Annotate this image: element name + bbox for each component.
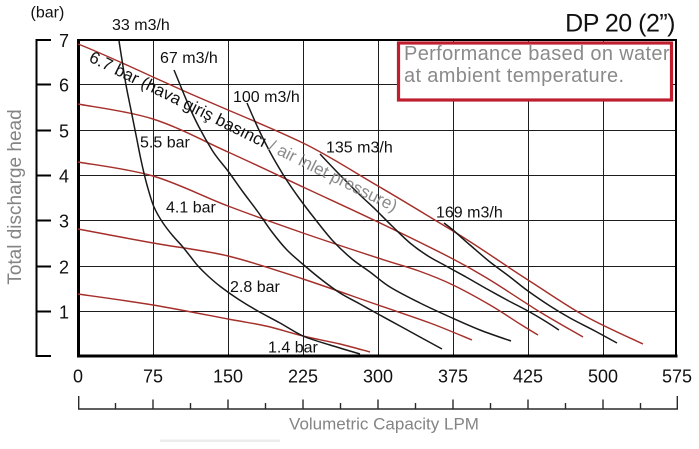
svg-text:135 m3/h: 135 m3/h: [326, 140, 393, 157]
svg-text:2.8 bar: 2.8 bar: [230, 279, 280, 296]
svg-text:6: 6: [59, 75, 69, 95]
svg-text:Total discharge head: Total discharge head: [5, 109, 26, 284]
svg-text:Performance based on water: Performance based on water: [404, 43, 670, 65]
svg-text:150: 150: [213, 367, 243, 387]
svg-text:4.1 bar: 4.1 bar: [166, 200, 216, 217]
svg-text:7: 7: [59, 31, 69, 51]
svg-text:1: 1: [59, 302, 69, 322]
svg-text:375: 375: [438, 367, 468, 387]
svg-text:4: 4: [59, 166, 69, 186]
svg-text:(bar): (bar): [31, 5, 65, 22]
svg-text:300: 300: [363, 367, 393, 387]
svg-text:67 m3/h: 67 m3/h: [160, 50, 218, 67]
svg-text:0: 0: [73, 367, 83, 387]
svg-text:500: 500: [588, 367, 618, 387]
svg-text:1.4 bar: 1.4 bar: [268, 340, 318, 357]
svg-text:75: 75: [143, 367, 163, 387]
svg-text:5: 5: [59, 121, 69, 141]
svg-text:100 m3/h: 100 m3/h: [233, 89, 300, 106]
svg-text:425: 425: [513, 367, 543, 387]
svg-text:at ambient temperature.: at ambient temperature.: [404, 65, 624, 87]
svg-text:5.5 bar: 5.5 bar: [140, 135, 190, 152]
svg-text:Volumetric Capacity LPM: Volumetric Capacity LPM: [289, 415, 479, 434]
svg-text:DP 20 (2”): DP 20 (2”): [565, 10, 675, 38]
svg-text:225: 225: [288, 367, 318, 387]
svg-text:169 m3/h: 169 m3/h: [436, 205, 503, 222]
svg-text:3: 3: [59, 211, 69, 231]
svg-text:2: 2: [59, 257, 69, 277]
svg-text:33 m3/h: 33 m3/h: [112, 17, 170, 34]
svg-text:575: 575: [662, 367, 692, 387]
